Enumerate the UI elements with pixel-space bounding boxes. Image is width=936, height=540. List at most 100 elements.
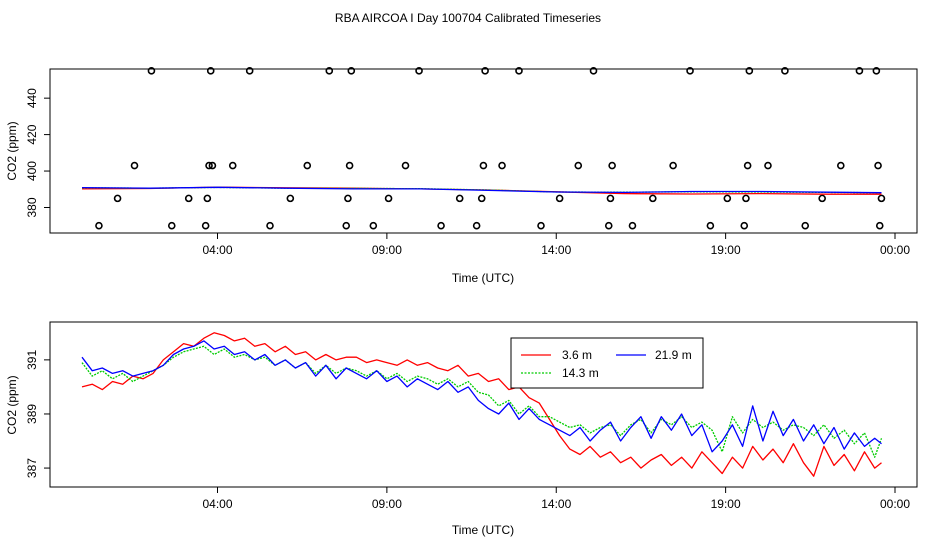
outlier-point — [686, 67, 694, 75]
outlier-point — [723, 194, 732, 203]
outlier-point — [608, 161, 616, 170]
top-panel-y-axis: 380 400 420 440 — [25, 88, 50, 218]
outlier-point — [781, 67, 789, 75]
outlier-point — [203, 194, 212, 203]
outlier-point — [303, 161, 312, 170]
bottom-panel-y-label: CO2 (ppm) — [5, 375, 19, 434]
outlier-point — [401, 161, 410, 170]
bottom-x-tick-label: 09:00 — [372, 497, 402, 511]
outlier-point — [167, 221, 176, 230]
outlier-point — [455, 194, 464, 203]
outlier-point — [206, 67, 215, 75]
outlier-point — [877, 194, 886, 203]
bottom-panel-x-axis: 04:00 09:00 14:00 19:00 00:00 — [202, 487, 910, 511]
outlier-point — [325, 67, 334, 75]
outlier-point — [344, 194, 352, 203]
bottom-y-tick-label: 391 — [25, 350, 39, 370]
outlier-point — [515, 67, 523, 75]
outlier-point — [437, 221, 445, 230]
top-panel-x-axis: 04:00 09:00 14:00 19:00 00:00 — [202, 233, 910, 257]
outlier-point — [95, 221, 103, 230]
bottom-y-tick-label: 389 — [25, 404, 39, 424]
outlier-point — [801, 221, 810, 230]
outlier-point — [872, 67, 881, 75]
outlier-point — [113, 194, 122, 203]
outlier-point — [555, 194, 564, 203]
top-panel-series — [81, 186, 882, 195]
outlier-point — [764, 161, 772, 170]
outlier-point — [472, 221, 481, 230]
bottom-panel-frame — [49, 321, 918, 488]
chart-legend: 3.6 m 21.9 m 14.3 m — [510, 337, 704, 389]
top-y-tick-label: 420 — [25, 124, 39, 144]
outlier-point — [875, 221, 884, 230]
bottom-panel-x-label: Time (UTC) — [452, 523, 514, 537]
outlier-point — [706, 221, 715, 230]
outlier-point — [498, 161, 506, 170]
top-x-tick-label: 19:00 — [711, 243, 741, 257]
top-y-tick-label: 400 — [25, 161, 39, 181]
outlier-point — [347, 67, 356, 75]
bottom-panel-y-axis: 387 389 391 — [25, 350, 50, 478]
legend-label-21.9m: 21.9 m — [655, 348, 692, 362]
outlier-point — [628, 221, 637, 230]
outlier-point — [369, 221, 378, 230]
outlier-point — [208, 161, 217, 170]
bottom-x-tick-label: 14:00 — [541, 497, 571, 511]
outlier-point — [477, 194, 486, 203]
outlier-point — [345, 161, 354, 170]
bottom-series-3_6m — [81, 332, 882, 477]
outlier-point — [228, 161, 237, 170]
outlier-point — [147, 67, 156, 75]
outlier-point — [245, 67, 254, 75]
outlier-point — [589, 67, 598, 75]
top-panel-y-label: CO2 (ppm) — [5, 121, 19, 180]
outlier-point — [481, 67, 489, 75]
outlier-point — [184, 194, 193, 203]
legend-box — [510, 337, 704, 389]
bottom-y-tick-label: 387 — [25, 458, 39, 478]
outlier-point — [205, 161, 213, 170]
bottom-series-21_9m — [81, 340, 882, 453]
outlier-point — [384, 194, 393, 203]
outlier-point — [648, 194, 657, 203]
top-x-tick-label: 09:00 — [372, 243, 402, 257]
outlier-point — [855, 67, 864, 75]
top-panel-x-label: Time (UTC) — [452, 271, 514, 285]
outlier-point — [266, 221, 274, 230]
bottom-x-tick-label: 19:00 — [711, 497, 741, 511]
top-y-tick-label: 380 — [25, 197, 39, 217]
outlier-point — [415, 67, 423, 75]
outlier-point — [130, 161, 139, 170]
bottom-panel: 04:00 09:00 14:00 19:00 00:00 387 389 391 Time… — [5, 321, 918, 537]
top-x-tick-label: 04:00 — [202, 243, 232, 257]
chart-title: RBA AIRCOA I Day 100704 Calibrated Times… — [335, 11, 601, 25]
top-panel: 04:00 09:00 14:00 19:00 00:00 380 400 420 440 T… — [5, 67, 918, 285]
top-panel-outliers — [95, 67, 886, 230]
top-panel-frame — [49, 68, 918, 234]
top-y-tick-label: 440 — [25, 88, 39, 108]
top-x-tick-label: 14:00 — [541, 243, 571, 257]
outlier-point — [574, 161, 583, 170]
outlier-point — [606, 194, 615, 203]
legend-label-14.3m: 14.3 m — [562, 366, 599, 380]
bottom-x-tick-label: 00:00 — [880, 497, 910, 511]
outlier-point — [669, 161, 677, 170]
legend-label-3.6m: 3.6 m — [562, 348, 592, 362]
bottom-panel-series — [81, 332, 883, 477]
outlier-point — [286, 194, 295, 203]
outlier-point — [874, 161, 882, 170]
outlier-point — [201, 221, 210, 230]
outlier-point — [743, 161, 752, 170]
bottom-series-14_3m — [81, 345, 883, 458]
top-series-21_9m — [81, 186, 882, 194]
outlier-point — [836, 161, 845, 170]
outlier-point — [745, 67, 754, 75]
bottom-x-tick-label: 04:00 — [202, 497, 232, 511]
outlier-point — [479, 161, 488, 170]
outlier-point — [342, 221, 351, 230]
outlier-point — [818, 194, 826, 203]
top-x-tick-label: 00:00 — [880, 243, 910, 257]
outlier-point — [742, 194, 750, 203]
